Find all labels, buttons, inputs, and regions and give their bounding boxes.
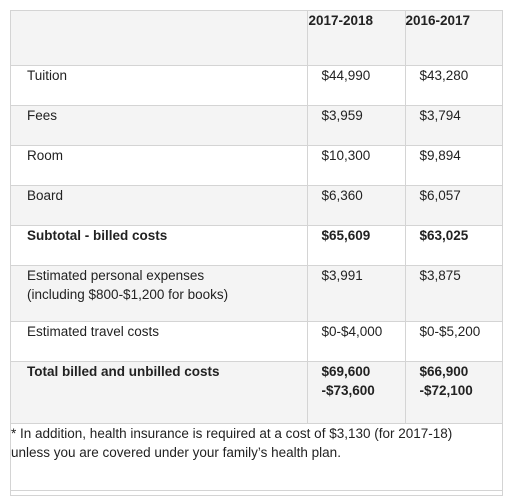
value-2017-2018: $3,959 xyxy=(306,105,406,146)
value-line-1: $69,600 xyxy=(321,364,371,379)
value-2017-2018: $65,609 xyxy=(306,225,406,266)
value-2017-2018: $10,300 xyxy=(306,145,406,186)
row-label: Subtotal - billed costs xyxy=(11,225,308,266)
row-label: Tuition xyxy=(11,65,308,106)
value-2016-2017: $3,875 xyxy=(404,265,502,322)
table-row-room: Room $10,300 $9,894 xyxy=(11,145,502,186)
table-row-personal-expenses: Estimated personal expenses (including $… xyxy=(11,265,502,322)
value-2016-2017: $43,280 xyxy=(404,65,502,106)
value-2017-2018: $0-$4,000 xyxy=(306,321,406,362)
footnote: * In addition, health insurance is requi… xyxy=(11,423,502,491)
value-line-1: $66,900 xyxy=(419,364,469,379)
table-row-total: Total billed and unbilled costs $69,600 … xyxy=(11,361,502,424)
value-2016-2017: $66,900 -$72,100 xyxy=(404,361,502,424)
value-2017-2018: $44,990 xyxy=(306,65,406,106)
row-label: Estimated personal expenses (including $… xyxy=(11,265,308,322)
value-2016-2017: $9,894 xyxy=(404,145,502,186)
value-2016-2017: $63,025 xyxy=(404,225,502,266)
row-label-line-1: Estimated personal expenses xyxy=(27,268,205,283)
table-row-subtotal: Subtotal - billed costs $65,609 $63,025 xyxy=(11,225,502,266)
cost-table-container: 2017-2018 2016-2017 Tuition $44,990 $43,… xyxy=(10,10,503,496)
row-label-line-2: (including $800-$1,200 for books) xyxy=(27,287,229,302)
value-line-2: -$72,100 xyxy=(419,383,473,398)
table-row-tuition: Tuition $44,990 $43,280 xyxy=(11,65,502,106)
value-2017-2018: $6,360 xyxy=(306,185,406,226)
value-2016-2017: $6,057 xyxy=(404,185,502,226)
table-row-board: Board $6,360 $6,057 xyxy=(11,185,502,226)
value-line-2: -$73,600 xyxy=(321,383,375,398)
row-label: Fees xyxy=(11,105,308,146)
value-2016-2017: $3,794 xyxy=(404,105,502,146)
row-label: Estimated travel costs xyxy=(11,321,308,362)
table-row-travel-costs: Estimated travel costs $0-$4,000 $0-$5,2… xyxy=(11,321,502,362)
value-2016-2017: $0-$5,200 xyxy=(404,321,502,362)
row-label: Total billed and unbilled costs xyxy=(11,361,308,424)
footnote-line-1: * In addition, health insurance is requi… xyxy=(11,426,453,441)
column-header-2017-2018: 2017-2018 xyxy=(306,11,406,66)
row-label: Room xyxy=(11,145,308,186)
header-label-cell xyxy=(11,11,308,66)
column-header-2016-2017: 2016-2017 xyxy=(404,11,502,66)
row-label: Board xyxy=(11,185,308,226)
value-2017-2018: $3,991 xyxy=(306,265,406,322)
value-2017-2018: $69,600 -$73,600 xyxy=(306,361,406,424)
footnote-row: * In addition, health insurance is requi… xyxy=(11,423,502,491)
footnote-line-2: unless you are covered under your family… xyxy=(11,445,341,460)
table-row-fees: Fees $3,959 $3,794 xyxy=(11,105,502,146)
cost-of-attendance-table: 2017-2018 2016-2017 Tuition $44,990 $43,… xyxy=(11,11,502,491)
table-header-row: 2017-2018 2016-2017 xyxy=(11,11,502,66)
